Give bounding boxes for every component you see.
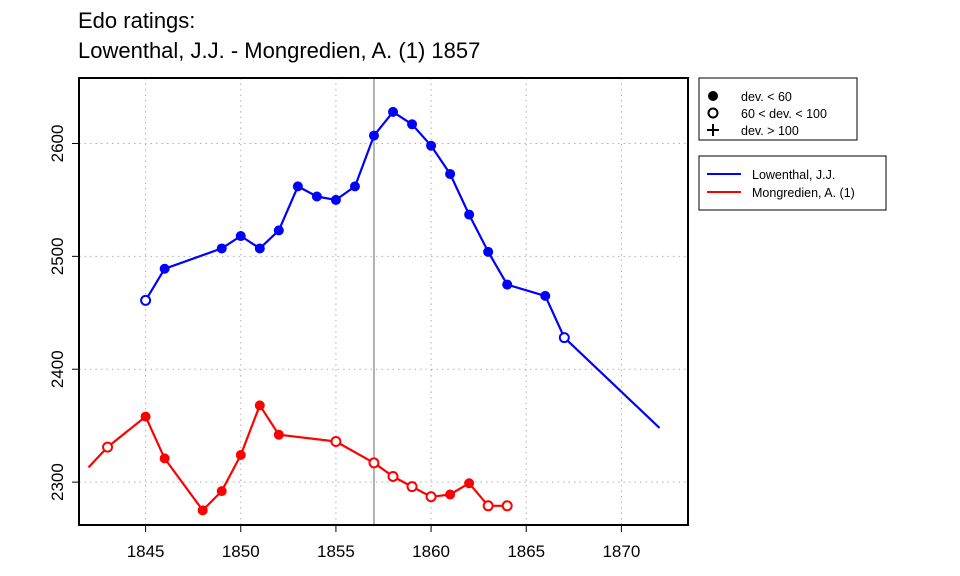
grid-layer <box>79 78 688 525</box>
legend-marker-label-plus: dev. > 100 <box>741 124 799 138</box>
data-point-filled <box>273 225 284 236</box>
y-tick-label: 2400 <box>48 350 67 388</box>
data-point-filled <box>254 243 265 254</box>
data-point-filled <box>235 450 246 461</box>
data-point-filled <box>159 263 170 274</box>
series-lowenthal-j-j <box>140 106 661 429</box>
data-point-filled <box>407 119 418 130</box>
data-point-filled <box>197 505 208 516</box>
y-tick-label: 2500 <box>48 237 67 275</box>
data-point-filled <box>216 486 227 497</box>
legend-open-marker <box>707 107 719 119</box>
marker-legend-box <box>698 77 858 141</box>
data-point-open <box>102 441 114 453</box>
data-point-filled <box>445 489 456 500</box>
data-point-filled <box>159 453 170 464</box>
series-legend-box <box>698 155 887 211</box>
data-point-filled <box>292 181 303 192</box>
data-point-open <box>368 457 380 469</box>
data-point-filled <box>445 168 456 179</box>
series-line-lowenthal-j-j <box>144 110 661 429</box>
data-point-filled <box>483 246 494 257</box>
legend-filled-marker <box>708 91 718 101</box>
legend-series-label-lowenthal: Lowenthal, J.J. <box>752 168 835 182</box>
data-point-filled <box>273 429 284 440</box>
data-point-filled <box>502 279 513 290</box>
marker-legend: dev. < 60 60 < dev. < 100 dev. > 100 <box>698 77 858 141</box>
series-legend: Lowenthal, J.J. Mongredien, A. (1) <box>698 155 887 211</box>
data-point-filled <box>368 130 379 141</box>
data-point-open <box>140 294 152 306</box>
data-point-open <box>501 500 513 512</box>
chart-title-line1: Edo ratings: <box>78 8 196 33</box>
series-line-mongredien-a-1 <box>87 404 508 512</box>
series-layer <box>87 106 661 516</box>
data-point-filled <box>349 181 360 192</box>
axis-layer: 1845 1850 1855 1860 1865 1870 2300 2400 2500 2600 <box>48 125 640 561</box>
data-point-filled <box>311 191 322 202</box>
data-point-open <box>482 500 494 512</box>
data-point-filled <box>216 243 227 254</box>
data-point-filled <box>235 231 246 242</box>
data-point-open <box>558 332 570 344</box>
data-point-filled <box>330 194 341 205</box>
x-tick-label: 1845 <box>127 542 165 561</box>
data-point-filled <box>540 290 551 301</box>
data-point-open <box>425 491 437 503</box>
x-tick-label: 1865 <box>507 542 545 561</box>
data-point-filled <box>388 106 399 117</box>
legend-marker-label-filled: dev. < 60 <box>741 90 792 104</box>
data-point-filled <box>426 140 437 151</box>
data-point-open <box>330 435 342 447</box>
data-point-open <box>387 470 399 482</box>
legend-plus-marker <box>707 124 719 136</box>
data-point-filled <box>254 400 265 411</box>
y-tick-label: 2300 <box>48 463 67 501</box>
x-tick-label: 1855 <box>317 542 355 561</box>
data-point-filled <box>464 209 475 220</box>
series-mongredien-a-1 <box>87 400 513 516</box>
legend-marker-label-open: 60 < dev. < 100 <box>741 107 827 121</box>
chart-title-line2: Lowenthal, J.J. - Mongredien, A. (1) 185… <box>78 38 481 63</box>
legend-series-label-mongredien: Mongredien, A. (1) <box>752 186 855 200</box>
data-point-filled <box>140 411 151 422</box>
x-tick-label: 1870 <box>602 542 640 561</box>
data-point-open <box>406 481 418 493</box>
x-tick-label: 1860 <box>412 542 450 561</box>
x-tick-label: 1850 <box>222 542 260 561</box>
data-point-filled <box>464 478 475 489</box>
y-tick-label: 2600 <box>48 125 67 163</box>
plot-area-frame <box>78 77 689 526</box>
